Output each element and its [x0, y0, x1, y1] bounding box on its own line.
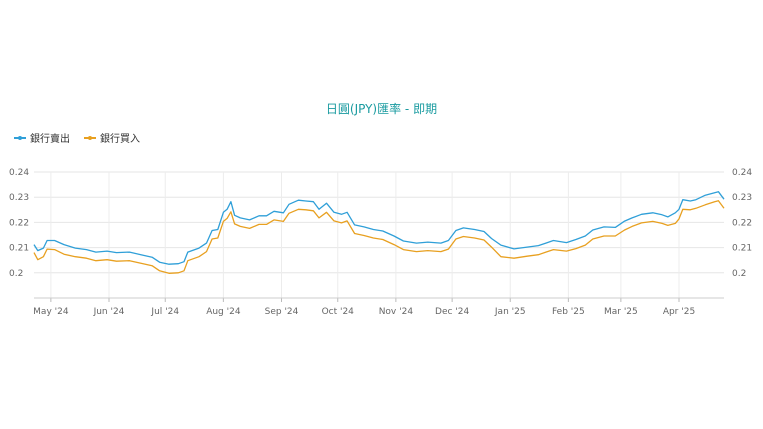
- x-tick-label: Aug '24: [206, 307, 241, 317]
- y-tick-label-left: 0.2: [9, 269, 23, 279]
- x-tick-label: Dec '24: [435, 307, 469, 317]
- y-tick-label-right: 0.22: [732, 218, 752, 228]
- y-tick-label-right: 0.21: [732, 244, 752, 254]
- x-tick-label: Jan '25: [494, 307, 526, 317]
- x-tick-label: Sep '24: [265, 307, 299, 317]
- y-tick-label-left: 0.22: [9, 218, 29, 228]
- x-tick-label: Feb '25: [552, 307, 585, 317]
- legend-label-sell: 銀行賣出: [30, 134, 70, 145]
- legend-item-sell[interactable]: 銀行賣出: [14, 130, 70, 145]
- y-tick-label-right: 0.23: [732, 193, 752, 203]
- series-line-buy: [33, 200, 725, 274]
- chart-title: 日圓(JPY)匯率 - 即期: [325, 102, 438, 116]
- legend: 銀行賣出 銀行買入: [14, 130, 140, 145]
- x-tick-label: Mar '25: [604, 307, 638, 317]
- legend-swatch-buy: [84, 134, 96, 142]
- y-tick-label-left: 0.21: [9, 244, 29, 254]
- series-line-sell: [33, 191, 725, 265]
- x-tick-label: Oct '24: [322, 307, 355, 317]
- x-tick-label: Apr '25: [663, 307, 695, 317]
- legend-label-buy: 銀行買入: [100, 134, 140, 145]
- x-tick-label: Nov '24: [379, 307, 414, 317]
- x-tick-label: Jul '24: [150, 307, 179, 317]
- y-tick-label-right: 0.24: [732, 168, 752, 178]
- y-tick-label-left: 0.24: [9, 168, 29, 178]
- legend-swatch-sell: [14, 134, 26, 142]
- x-tick-label: Jun '24: [93, 307, 125, 317]
- x-tick-label: May '24: [33, 307, 69, 317]
- y-tick-label-left: 0.23: [9, 193, 29, 203]
- y-tick-label-right: 0.2: [732, 269, 746, 279]
- legend-item-buy[interactable]: 銀行買入: [84, 130, 140, 145]
